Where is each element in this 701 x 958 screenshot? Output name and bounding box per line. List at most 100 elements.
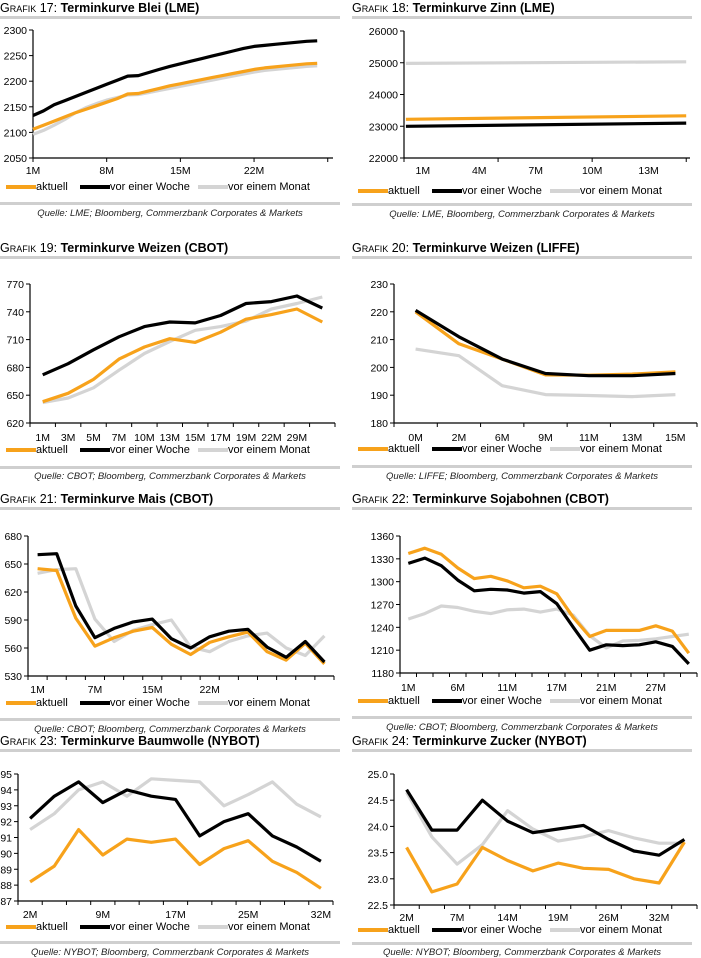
y-tick-label: 90 — [0, 848, 12, 860]
chart-title-text: Terminkurve Weizen (CBOT) — [60, 241, 229, 255]
legend-item: aktuell — [6, 181, 68, 193]
y-tick-label: 2150 — [4, 102, 28, 114]
legend-label: vor einer Woche — [110, 697, 190, 709]
legend: aktuell vor einer Woche vor einem Monat — [0, 697, 340, 711]
chart-panel-grafik19: Grafik 19: Terminkurve Weizen (CBOT) 620 6… — [0, 240, 340, 482]
legend-swatch — [358, 928, 388, 932]
chart-title: Grafik 20: Terminkurve Weizen (LIFFE) — [352, 240, 580, 256]
y-tick-label: 88 — [0, 880, 12, 892]
chart-number: Grafik 20: — [352, 241, 413, 255]
chart-panel-grafik22: Grafik 22: Terminkurve Sojabohnen (CBOT)… — [352, 491, 698, 733]
chart-svg: 530 560 590 620 650 680 1M 7M 15M 22M — [4, 531, 335, 696]
y-tick-label: 87 — [0, 896, 12, 908]
x-tick-label: 7M — [450, 912, 465, 924]
y-tick-label: 24.0 — [368, 821, 389, 833]
x-tick-label: 10M — [582, 165, 602, 177]
series-line-vor-einer-woche — [42, 294, 323, 377]
chart-svg: 620 650 680 710 740 770 1M 3M 5M 7M 10M 13M 15M 17M 19… — [6, 279, 336, 444]
series-line-vor-einem-monat — [407, 604, 690, 650]
x-tick-label: 15M — [665, 432, 685, 444]
source-divider — [352, 203, 692, 206]
x-tick-label: 1M — [401, 682, 416, 694]
chart-title: Grafik 24: Terminkurve Zucker (NYBOT) — [352, 733, 587, 749]
y-tick-label: 1360 — [371, 531, 395, 543]
legend-label: vor einem Monat — [580, 185, 662, 197]
legend-swatch — [550, 928, 580, 932]
x-tick-label: 1M — [30, 684, 45, 696]
chart-number: Grafik 21: — [0, 492, 61, 506]
series-line-aktuell — [405, 114, 687, 121]
legend-label: aktuell — [388, 924, 420, 936]
series-line-vor-einem-monat — [37, 567, 326, 658]
series-line-aktuell — [407, 546, 691, 655]
legend-swatch — [6, 448, 36, 452]
chart-svg: 87 88 89 90 91 92 93 94 95 2M 9M 17M 25M 32M — [0, 769, 334, 921]
series-line-vor-einem-monat — [32, 64, 318, 136]
legend-item: vor einer Woche — [80, 444, 190, 456]
chart-title-text: Terminkurve Zucker (NYBOT) — [412, 734, 587, 748]
y-tick-label: 1270 — [371, 600, 395, 612]
x-tick-label: 3M — [61, 432, 76, 444]
x-tick-label: 19M — [236, 432, 256, 444]
series-line-vor-einem-monat — [405, 791, 685, 866]
legend-label: vor einem Monat — [228, 921, 310, 933]
series-line-aktuell — [32, 61, 318, 131]
series-line-vor-einer-woche — [32, 39, 318, 117]
x-tick-label: 17M — [165, 909, 185, 921]
legend: aktuell vor einer Woche vor einem Monat — [0, 444, 340, 458]
y-tick-label: 590 — [4, 615, 22, 627]
chart-source: Quelle: LME; Bloomberg, Commerzbank Corp… — [37, 208, 303, 219]
series-line-aktuell — [405, 841, 686, 894]
legend-swatch — [6, 925, 36, 929]
x-tick-label: 17M — [210, 432, 230, 444]
chart-panel-grafik23: Grafik 23: Terminkurve Baumwolle (NYBOT)… — [0, 733, 340, 958]
y-tick-label: 23000 — [369, 121, 398, 133]
x-tick-label: 19M — [548, 912, 568, 924]
y-tick-label: 180 — [370, 418, 388, 430]
x-tick-label: 5M — [86, 432, 101, 444]
y-tick-label: 620 — [4, 587, 22, 599]
x-tick-label: 27M — [646, 682, 666, 694]
y-tick-label: 220 — [370, 307, 388, 319]
x-tick-label: 15M — [170, 165, 190, 177]
legend: aktuell vor einer Woche vor einem Monat — [0, 921, 340, 935]
legend-label: vor einem Monat — [228, 181, 310, 193]
chart-number: Grafik 24: — [352, 734, 413, 748]
legend-swatch — [432, 699, 462, 703]
x-tick-label: 11M — [497, 682, 517, 694]
legend: aktuell vor einer Woche vor einem Monat — [352, 924, 692, 938]
legend-item: vor einem Monat — [550, 924, 662, 936]
chart-title: Grafik 22: Terminkurve Sojabohnen (CBOT) — [352, 491, 609, 507]
legend-swatch — [80, 701, 110, 705]
source-divider — [0, 941, 340, 944]
y-tick-label: 560 — [4, 643, 22, 655]
y-tick-label: 89 — [0, 864, 12, 876]
y-tick-label: 25000 — [369, 58, 398, 70]
series-line-aktuell — [42, 307, 324, 404]
series-line-vor-einem-monat — [29, 777, 322, 831]
y-tick-label: 1330 — [371, 554, 395, 566]
x-tick-label: 8M — [99, 165, 114, 177]
legend-label: vor einem Monat — [580, 695, 662, 707]
y-tick-label: 680 — [4, 531, 22, 543]
legend-label: vor einer Woche — [462, 185, 542, 197]
legend-label: vor einem Monat — [580, 443, 662, 455]
y-tick-label: 25.0 — [368, 769, 389, 781]
series-line-vor-einer-woche — [29, 780, 322, 863]
x-tick-label: 15M — [185, 432, 205, 444]
y-tick-label: 95 — [0, 769, 12, 781]
x-tick-label: 0M — [408, 432, 423, 444]
y-tick-label: 740 — [6, 307, 24, 319]
title-divider — [352, 16, 692, 19]
chart-title-text: Terminkurve Mais (CBOT) — [60, 492, 214, 506]
x-tick-label: 2M — [452, 432, 467, 444]
x-tick-label: 9M — [538, 432, 553, 444]
chart-number: Grafik 18: — [352, 1, 413, 15]
legend-label: aktuell — [36, 181, 68, 193]
x-tick-label: 1M — [416, 165, 431, 177]
chart-title-text: Terminkurve Weizen (LIFFE) — [412, 241, 580, 255]
y-tick-label: 2250 — [4, 51, 28, 63]
series-line-vor-einem-monat — [42, 295, 323, 405]
x-tick-label: 2M — [399, 912, 414, 924]
y-tick-label: 210 — [370, 335, 388, 347]
